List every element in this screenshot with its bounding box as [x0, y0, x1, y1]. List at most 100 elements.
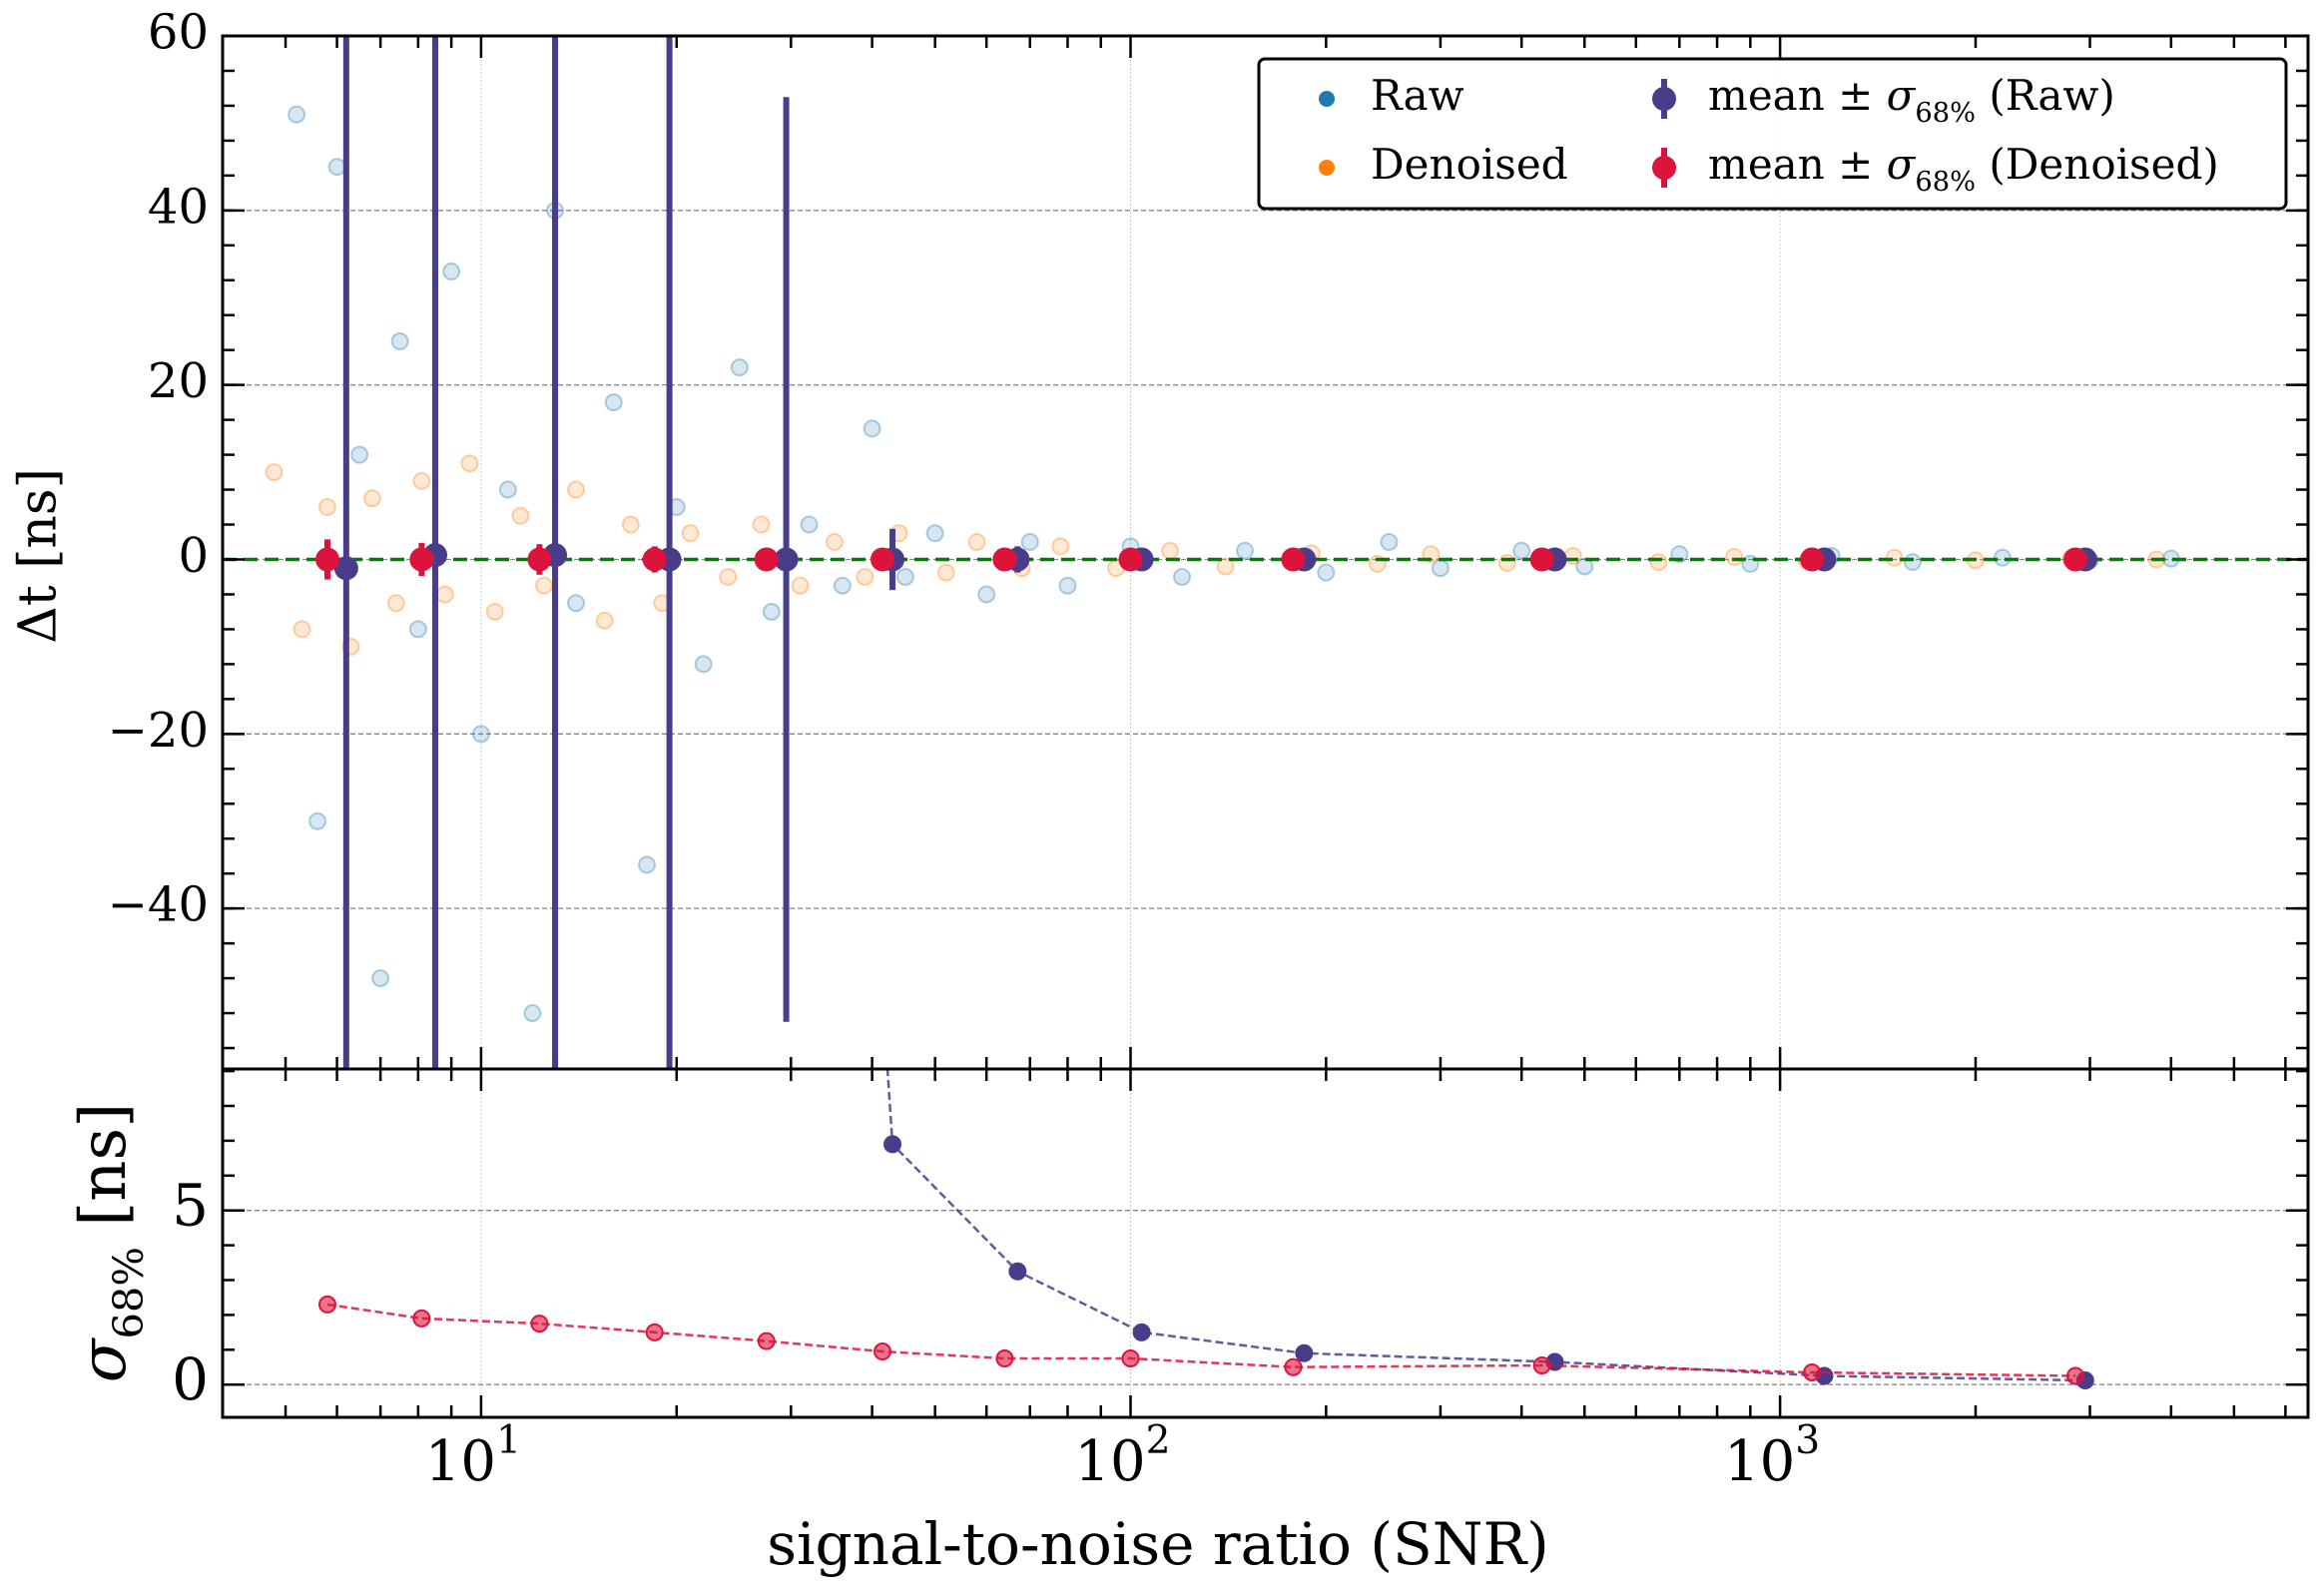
scatter-point: [595, 611, 614, 630]
plot-area: [223, 36, 2308, 1069]
mean-marker: [1281, 547, 1306, 572]
scatter-point: [498, 480, 517, 499]
y-tick-label: 60: [148, 5, 209, 61]
y-tick-label: 40: [148, 179, 209, 235]
point: [645, 1323, 664, 1341]
scatter-point: [681, 524, 700, 543]
scatter-point: [936, 563, 955, 582]
scatter-point: [362, 489, 381, 508]
scatter-point: [371, 969, 390, 988]
scatter-point: [863, 419, 881, 438]
scatter-point: [1173, 567, 1192, 586]
scatter-point: [1317, 563, 1336, 582]
scatter-point: [1725, 547, 1744, 566]
scatter-point: [762, 602, 781, 621]
point: [1132, 1323, 1151, 1341]
scatter-point: [1020, 533, 1039, 552]
point: [1121, 1349, 1140, 1368]
mean-marker: [774, 547, 799, 572]
scatter-point: [566, 480, 585, 499]
scatter-point: [265, 463, 284, 482]
scatter-point: [800, 515, 819, 534]
y-tick-label: 5: [172, 1172, 209, 1240]
scatter-point: [460, 454, 479, 473]
point: [873, 1342, 892, 1361]
point: [1803, 1362, 1822, 1381]
legend-marker: [1319, 160, 1335, 176]
y-axis-label: Δt [ns]: [9, 468, 69, 644]
mean-marker: [409, 547, 434, 572]
scatter-point: [1497, 553, 1516, 572]
legend-label: Denoised: [1371, 140, 1568, 189]
scatter-point: [637, 855, 656, 874]
scatter-point: [1236, 541, 1255, 560]
mean-marker: [992, 547, 1017, 572]
scatter-point: [621, 515, 640, 534]
legend-box: [1257, 57, 2288, 211]
point: [1284, 1357, 1303, 1376]
scatter-point: [327, 158, 346, 177]
plot-area: [223, 1069, 2308, 1417]
y-axis-label: σ68%​ [ns]: [67, 1103, 154, 1382]
scatter-point: [791, 576, 810, 595]
y-tick-label: 0: [178, 528, 209, 584]
point: [2066, 1366, 2085, 1385]
scatter-point: [1380, 533, 1399, 552]
scatter-point: [566, 594, 585, 613]
mean-marker: [527, 547, 552, 572]
scatter-point: [1160, 541, 1179, 560]
mean-marker: [754, 547, 779, 572]
scatter-point: [317, 498, 336, 517]
point: [530, 1315, 549, 1333]
scatter-point: [1649, 553, 1668, 572]
mean-marker: [871, 547, 895, 572]
scatter-point: [967, 533, 986, 552]
scatter-point: [1563, 546, 1582, 565]
legend-label: mean ± σ68%​ (Raw): [1708, 71, 2115, 129]
point: [995, 1349, 1014, 1368]
scatter-point: [534, 576, 553, 595]
legend-label: mean ± σ68%​ (Denoised): [1708, 140, 2219, 198]
y-tick-label: 0: [172, 1345, 209, 1413]
scatter-point: [471, 725, 490, 744]
scatter-point: [350, 445, 369, 464]
y-tick-label: −20: [108, 703, 209, 759]
mean-marker: [314, 547, 339, 572]
scatter-point: [1512, 541, 1531, 560]
scatter-point: [752, 515, 771, 534]
scatter-point: [833, 576, 852, 595]
scatter-point: [386, 594, 405, 613]
point: [1532, 1355, 1551, 1374]
scatter-point: [1058, 576, 1077, 595]
legend-marker: [1319, 91, 1335, 107]
point: [317, 1295, 336, 1314]
scatter-point: [730, 358, 749, 377]
legend-marker: [1652, 87, 1676, 111]
point: [412, 1309, 431, 1328]
mean-marker: [1529, 547, 1554, 572]
point: [883, 1135, 902, 1154]
legend-marker: [1652, 156, 1676, 180]
scatter-point: [1051, 537, 1070, 556]
scatter-point: [925, 524, 944, 543]
scatter-point: [408, 620, 427, 639]
scatter-point: [1575, 557, 1594, 576]
x-tick-label: 103: [1724, 1418, 1820, 1494]
x-axis-label: signal-to-noise ratio (SNR): [767, 1510, 1549, 1578]
mean-marker: [333, 556, 358, 581]
scatter-point: [442, 263, 461, 281]
line: [326, 1303, 2076, 1377]
scatter-point: [694, 655, 713, 674]
scatter-point: [856, 567, 874, 586]
scatter-point: [308, 811, 327, 830]
scatter-point: [390, 331, 409, 350]
point: [1008, 1262, 1027, 1281]
scatter-point: [292, 620, 311, 639]
mean-marker: [642, 547, 667, 572]
scatter-point: [511, 506, 530, 525]
scatter-point: [1431, 559, 1450, 578]
axes-frame: [221, 1067, 2310, 1419]
scatter-point: [288, 105, 306, 124]
scatter-point: [435, 585, 454, 604]
